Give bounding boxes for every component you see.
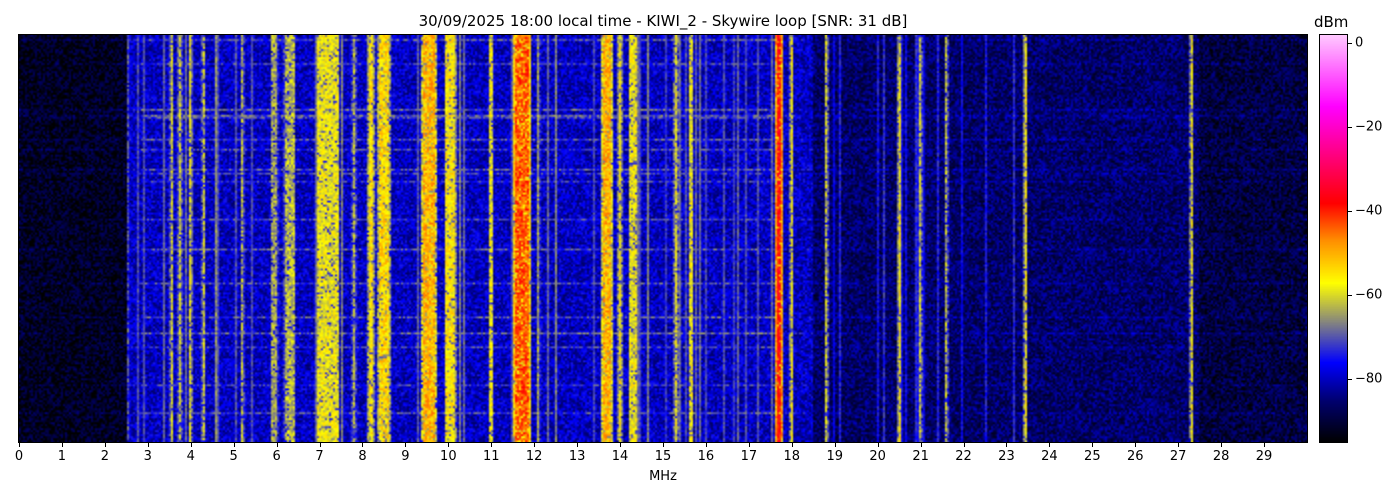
x-tick-label: 27 [1169, 449, 1187, 464]
x-tick [1092, 442, 1094, 447]
x-tick-label: 1 [57, 449, 67, 464]
colorbar-label: dBm [1314, 13, 1349, 31]
x-tick [748, 442, 750, 447]
x-tick [104, 442, 106, 447]
x-tick-label: 12 [525, 449, 543, 464]
x-tick [1006, 442, 1008, 447]
colorbar-tick [1347, 127, 1352, 129]
x-tick-label: 16 [697, 449, 715, 464]
x-tick [1178, 442, 1180, 447]
x-tick-label: 14 [611, 449, 629, 464]
colorbar-tick-label: −40 [1355, 203, 1383, 219]
x-tick [1049, 442, 1051, 447]
colorbar-tick-label: 0 [1355, 35, 1364, 51]
x-tick [147, 442, 149, 447]
x-tick-label: 6 [272, 449, 281, 464]
x-tick [663, 442, 664, 447]
colorbar-tick [1347, 211, 1352, 213]
x-tick [276, 442, 278, 447]
x-tick [877, 442, 879, 447]
x-tick-label: 22 [955, 449, 972, 464]
x-tick-label: 0 [14, 449, 24, 464]
x-tick [1264, 442, 1266, 447]
colorbar-tick-label: −80 [1355, 371, 1383, 387]
x-tick-label: 25 [1084, 449, 1101, 464]
x-tick-label: 26 [1126, 449, 1144, 464]
x-tick [920, 442, 922, 447]
x-tick [1221, 442, 1223, 447]
x-tick [448, 442, 450, 447]
chart-title: 30/09/2025 18:00 local time - KIWI_2 - S… [418, 12, 908, 30]
x-tick-label: 20 [869, 449, 886, 464]
x-tick-label: 17 [740, 449, 758, 464]
x-tick-label: 19 [826, 449, 843, 464]
x-tick [577, 442, 579, 447]
colorbar-tick [1347, 43, 1352, 45]
colorbar [1319, 34, 1348, 443]
x-tick [705, 442, 707, 447]
x-axis-label: MHz [649, 469, 677, 484]
x-tick [491, 442, 493, 447]
x-tick-label: 7 [315, 449, 324, 464]
x-tick [190, 442, 192, 447]
x-tick-label: 11 [482, 449, 500, 464]
x-tick [620, 442, 622, 447]
x-tick [791, 442, 793, 447]
x-tick [233, 442, 235, 447]
x-tick [362, 442, 364, 447]
x-tick-label: 9 [401, 449, 410, 464]
x-tick [19, 442, 20, 447]
x-tick [319, 442, 321, 447]
colorbar-tick-label: −20 [1355, 119, 1383, 135]
x-tick-label: 2 [100, 449, 109, 464]
colorbar-tick [1347, 295, 1352, 297]
x-tick-label: 8 [358, 449, 367, 464]
x-tick-label: 24 [1041, 449, 1058, 464]
x-tick-label: 18 [783, 449, 801, 464]
spectrogram-heatmap [18, 34, 1308, 443]
x-tick [534, 442, 536, 447]
x-tick [1135, 442, 1137, 447]
x-tick [834, 442, 836, 447]
colorbar-tick-label: −60 [1355, 287, 1383, 303]
x-tick-label: 3 [143, 449, 152, 464]
x-tick-label: 29 [1255, 449, 1273, 464]
x-tick-label: 10 [440, 449, 457, 464]
x-tick [405, 442, 407, 447]
x-tick-label: 21 [912, 449, 929, 464]
x-tick-label: 28 [1212, 449, 1230, 464]
x-tick-label: 13 [568, 449, 586, 464]
x-tick [61, 442, 63, 447]
x-tick-label: 15 [654, 449, 672, 464]
x-tick-label: 5 [229, 449, 238, 464]
x-tick-label: 23 [998, 449, 1015, 464]
colorbar-tick [1347, 379, 1352, 381]
x-tick [963, 442, 965, 447]
x-tick-label: 4 [186, 449, 195, 464]
